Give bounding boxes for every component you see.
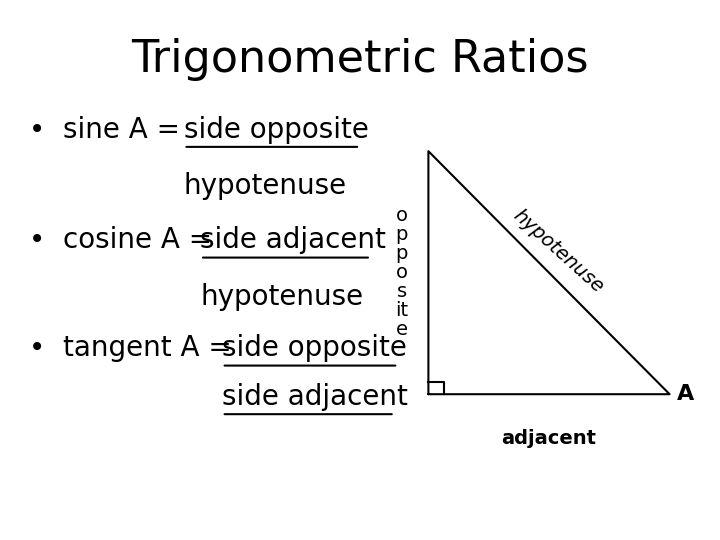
Text: •  tangent A =: • tangent A = (29, 334, 240, 362)
Text: •  cosine A =: • cosine A = (29, 226, 221, 254)
Text: side adjacent: side adjacent (200, 226, 386, 254)
Text: hypotenuse: hypotenuse (200, 283, 364, 311)
Text: Trigonometric Ratios: Trigonometric Ratios (131, 38, 589, 81)
Text: adjacent: adjacent (501, 429, 596, 448)
Text: •  sine A =: • sine A = (29, 116, 189, 144)
Text: hypotenuse: hypotenuse (184, 172, 347, 200)
Text: hypotenuse: hypotenuse (509, 206, 607, 296)
Text: side adjacent: side adjacent (222, 383, 408, 411)
Text: o
p
p
o
s
it
e: o p p o s it e (395, 206, 408, 339)
Text: side opposite: side opposite (222, 334, 407, 362)
Text: A: A (677, 384, 694, 404)
Text: side opposite: side opposite (184, 116, 369, 144)
